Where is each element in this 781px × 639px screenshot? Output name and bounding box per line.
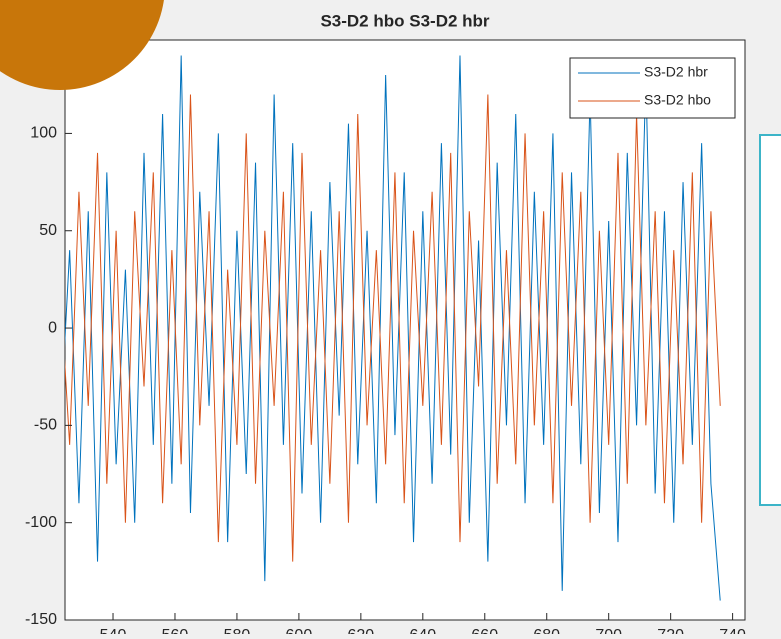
- chart-title: S3-D2 hbo S3-D2 hbr: [320, 11, 489, 30]
- series-line: [65, 94, 721, 562]
- x-tick-label: 600: [286, 627, 313, 634]
- y-tick-label: 100: [30, 125, 57, 142]
- y-tick-label: -150: [25, 611, 57, 628]
- y-tick-label: -100: [25, 514, 57, 531]
- plot-area: [65, 55, 721, 601]
- legend-label: S3-D2 hbr: [644, 64, 708, 80]
- y-tick-label: 50: [39, 222, 57, 239]
- legend-label: S3-D2 hbo: [644, 92, 711, 108]
- x-tick-label: 740: [719, 627, 746, 634]
- x-tick-label: 620: [348, 627, 375, 634]
- legend-box: [569, 57, 736, 119]
- decoration: [0, 0, 164, 90]
- series-line: [65, 55, 721, 601]
- legend: S3-D2 hbr S3-D2 hbo: [569, 57, 736, 119]
- y-tick-label: 0: [48, 319, 57, 336]
- y-tick-label: -50: [34, 417, 57, 434]
- side-panel: [759, 134, 781, 506]
- x-tick-label: 680: [533, 627, 560, 634]
- x-tick-label: 540: [100, 627, 127, 634]
- x-tick-label: 700: [595, 627, 622, 634]
- x-tick-label: 720: [657, 627, 684, 634]
- x-tick-label: 660: [471, 627, 498, 634]
- x-tick-label: 560: [162, 627, 189, 634]
- axes-box: [64, 39, 746, 621]
- x-tick-label: 580: [224, 627, 251, 634]
- x-tick-label: 640: [409, 627, 436, 634]
